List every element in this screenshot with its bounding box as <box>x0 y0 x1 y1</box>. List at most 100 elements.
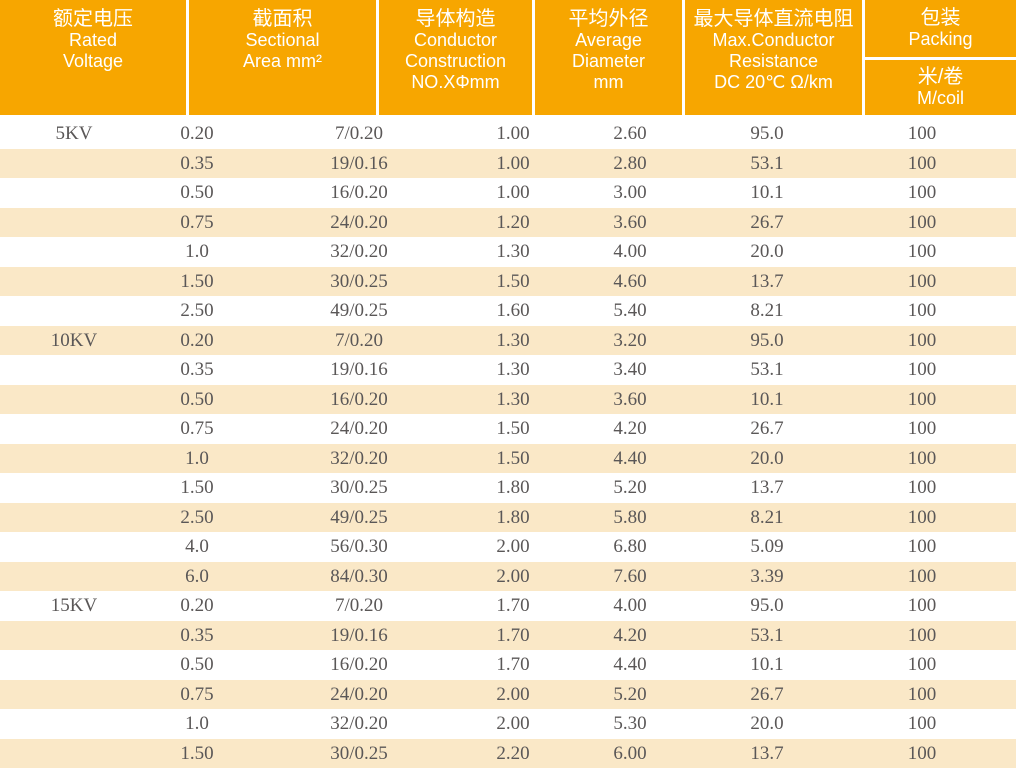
header-en-label: M/coil <box>916 88 964 108</box>
table-cell: 100 <box>907 418 937 439</box>
table-cell: 32/0.20 <box>330 241 388 262</box>
header-en-label: Voltage <box>62 51 124 71</box>
table-cell: 1.50 <box>496 447 530 469</box>
table-cell: 0.35 <box>180 359 214 380</box>
voltage-cell: 15KV <box>50 595 98 616</box>
voltage-cell <box>0 739 148 769</box>
voltage-cell <box>0 709 148 739</box>
table-cell: 13.7 <box>750 270 784 292</box>
table-cell: 7/0.20 <box>334 123 384 144</box>
voltage-cell <box>0 503 148 533</box>
table-cell: 1.50 <box>180 742 214 764</box>
voltage-cell <box>0 444 148 474</box>
table-row: 0.35 19/0.16 1.00 2.80 53.1 100 <box>0 148 1016 179</box>
table-cell: 1.30 <box>496 359 530 380</box>
voltage-cell <box>0 296 148 326</box>
table-cell: 53.1 <box>750 359 784 380</box>
table-cell: 100 <box>907 506 937 528</box>
table-cell: 56/0.30 <box>330 536 388 557</box>
table-cell: 8.21 <box>750 300 784 321</box>
table-cell: 1.50 <box>496 418 530 439</box>
table-header: 额定电压 Rated Voltage 截面积 Sectional Area mm… <box>0 0 1016 115</box>
voltage-cell <box>0 149 148 179</box>
table-cell: 24/0.20 <box>330 418 388 439</box>
table-cell: 5.20 <box>613 477 647 498</box>
table-cell: 4.0 <box>185 536 209 557</box>
table-cell: 20.0 <box>750 447 784 469</box>
table-row: 1.0 32/0.20 1.30 4.00 20.0 100 <box>0 237 1016 267</box>
table-cell: 4.60 <box>613 270 647 292</box>
table-cell: 0.75 <box>180 683 214 705</box>
table-cell: 1.20 <box>496 211 530 233</box>
voltage-cell <box>0 680 148 710</box>
voltage-cell <box>0 650 148 680</box>
table-cell: 3.39 <box>750 565 784 587</box>
header-cell-rated-voltage: 额定电压 Rated Voltage <box>0 0 186 115</box>
table-cell: 5.30 <box>613 713 647 734</box>
header-en-label: Average <box>575 30 642 50</box>
table-row: 15KV 0.20 7/0.20 1.70 4.00 95.0 100 <box>0 591 1016 621</box>
table-cell: 20.0 <box>750 241 784 262</box>
table-cell: 6.0 <box>185 565 209 587</box>
voltage-cell <box>0 178 148 208</box>
table-cell: 1.0 <box>185 713 209 734</box>
table-cell: 84/0.30 <box>330 565 388 587</box>
table-cell: 1.50 <box>496 270 530 292</box>
table-cell: 3.60 <box>613 211 647 233</box>
header-en-label: NO.XΦmm <box>411 72 500 92</box>
table-cell: 100 <box>907 565 937 587</box>
table-cell: 5.80 <box>613 506 647 528</box>
voltage-cell <box>0 237 148 267</box>
table-cell: 10.1 <box>750 182 784 203</box>
voltage-cell: 10KV <box>50 329 98 351</box>
header-cell-max-resistance: 最大导体直流电阻 Max.Conductor Resistance DC 20℃… <box>682 0 862 115</box>
table-cell: 3.00 <box>613 182 647 203</box>
header-cell-sectional-area: 截面积 Sectional Area mm² <box>186 0 376 115</box>
table-cell: 2.00 <box>496 683 530 705</box>
table-cell: 95.0 <box>750 123 784 144</box>
table-cell: 1.80 <box>496 477 530 498</box>
table-cell: 5.20 <box>613 683 647 705</box>
voltage-cell: 5KV <box>55 123 93 144</box>
voltage-cell <box>0 208 148 238</box>
table-cell: 7/0.20 <box>334 595 384 616</box>
table-cell: 16/0.20 <box>330 388 388 410</box>
table-cell: 0.50 <box>180 654 214 675</box>
header-zh-label: 最大导体直流电阻 <box>693 8 854 30</box>
table-cell: 100 <box>907 713 937 734</box>
table-cell: 100 <box>907 123 937 144</box>
table-cell: 0.50 <box>180 182 214 203</box>
table-cell: 26.7 <box>750 683 784 705</box>
header-en-label: Construction <box>404 51 507 71</box>
table-row: 1.50 30/0.25 1.50 4.60 13.7 100 <box>0 266 1016 296</box>
table-cell: 30/0.25 <box>330 477 388 498</box>
table-cell: 0.20 <box>180 123 214 144</box>
table-cell: 2.20 <box>496 742 530 764</box>
table-row: 0.75 24/0.20 1.20 3.60 26.7 100 <box>0 207 1016 238</box>
header-zh-label: 截面积 <box>252 8 313 30</box>
table-cell: 1.30 <box>496 329 530 351</box>
table-cell: 49/0.25 <box>330 506 388 528</box>
header-packing-title: 包装 Packing <box>865 0 1016 60</box>
table-cell: 1.30 <box>496 241 530 262</box>
voltage-cell <box>0 473 148 503</box>
table-row: 1.0 32/0.20 1.50 4.40 20.0 100 <box>0 443 1016 474</box>
table-row: 1.50 30/0.25 1.80 5.20 13.7 100 <box>0 473 1016 503</box>
header-cell-packing: 包装 Packing 米/卷 M/coil <box>862 0 1016 115</box>
table-cell: 2.50 <box>180 506 214 528</box>
table-cell: 6.00 <box>613 742 647 764</box>
table-cell: 4.40 <box>613 654 647 675</box>
table-cell: 19/0.16 <box>330 359 388 380</box>
table-cell: 30/0.25 <box>330 270 388 292</box>
header-en-label: Diameter <box>571 51 646 71</box>
table-cell: 5.40 <box>613 300 647 321</box>
voltage-cell <box>0 532 148 562</box>
table-cell: 100 <box>907 241 937 262</box>
table-cell: 1.0 <box>185 447 209 469</box>
table-cell: 2.60 <box>613 123 647 144</box>
table-cell: 100 <box>907 595 937 616</box>
header-zh-label: 平均外径 <box>568 8 649 30</box>
table-cell: 100 <box>907 359 937 380</box>
table-cell: 100 <box>907 477 937 498</box>
table-body: 5KV 0.20 7/0.20 1.00 2.60 95.0 100 0.35 19/0.16 1… <box>0 119 1016 768</box>
